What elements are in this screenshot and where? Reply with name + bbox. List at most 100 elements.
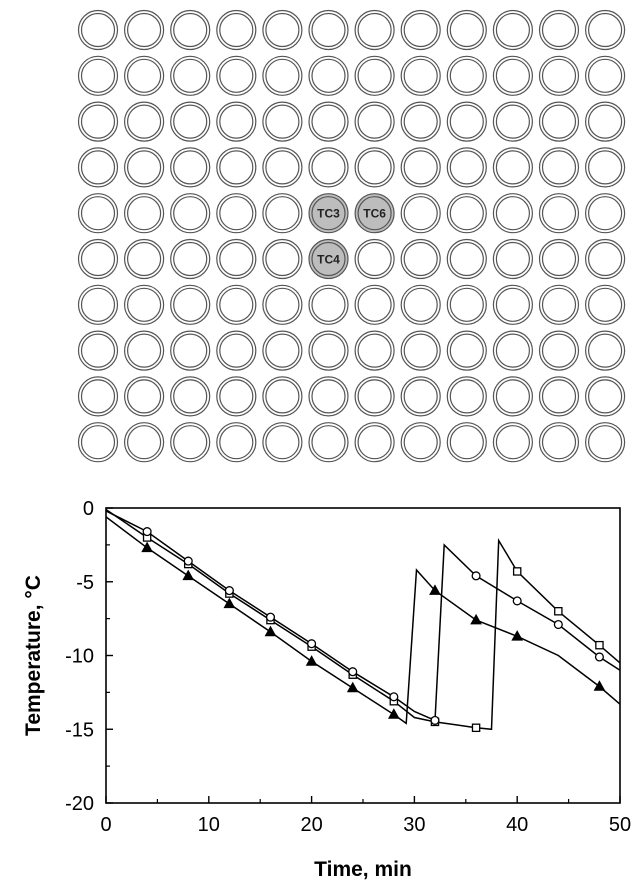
well-plate-diagram: TC3 TC6 TC4 [77, 9, 626, 463]
well-outer-ring [354, 238, 395, 280]
well-outer-ring [400, 422, 441, 463]
well-outer-ring [492, 284, 534, 325]
well [492, 330, 534, 371]
well [216, 422, 257, 463]
well [124, 101, 165, 142]
well-outer-ring [492, 55, 534, 96]
well [170, 376, 211, 417]
well-inner-ring [495, 333, 531, 368]
well [308, 147, 349, 188]
well-outer-ring [538, 422, 580, 463]
well-outer-ring [492, 376, 534, 417]
well-outer-ring [446, 9, 487, 51]
well-outer-ring [354, 9, 395, 51]
well-inner-ring [403, 58, 438, 93]
well-inner-ring [449, 333, 484, 368]
well-inner-ring [449, 104, 484, 139]
well-outer-ring [262, 284, 303, 325]
well-inner-ring [311, 104, 346, 139]
well [216, 284, 257, 325]
well [446, 238, 487, 280]
well-inner-ring [403, 104, 438, 139]
well-outer-ring [538, 9, 580, 51]
well [124, 330, 165, 371]
well-outer-ring [400, 193, 441, 234]
well-inner-ring [219, 379, 254, 414]
well [308, 101, 349, 142]
well [77, 422, 119, 463]
well-outer-ring [77, 193, 119, 234]
well-inner-ring [357, 12, 392, 48]
well-outer-ring [538, 238, 580, 280]
well-inner-ring [173, 12, 208, 48]
x-tick-label: 30 [403, 814, 425, 836]
well-inner-ring [587, 58, 623, 93]
well [354, 238, 395, 280]
well [354, 101, 395, 142]
well [584, 147, 626, 188]
data-point-triangle [305, 655, 318, 666]
well-inner-ring [311, 333, 346, 368]
well-inner-ring [541, 333, 577, 368]
well-outer-ring [262, 330, 303, 371]
well-outer-ring [170, 422, 211, 463]
well-outer-ring [538, 193, 580, 234]
well-outer-ring [354, 55, 395, 96]
well-inner-ring [449, 58, 484, 93]
well [262, 330, 303, 371]
well-inner-ring [127, 58, 162, 93]
well [400, 422, 441, 463]
well [492, 284, 534, 325]
well [446, 147, 487, 188]
well-inner-ring [127, 196, 162, 231]
data-point-square [554, 607, 563, 616]
data-point-triangle [429, 584, 441, 595]
well-inner-ring [173, 241, 208, 277]
well-inner-ring [449, 287, 484, 322]
plot-frame [105, 507, 621, 804]
well-inner-ring [265, 333, 300, 368]
well-outer-ring [584, 55, 626, 96]
well-inner-ring [173, 104, 208, 139]
series-layer [105, 508, 621, 733]
well-outer-ring [584, 193, 626, 234]
well [584, 330, 626, 371]
x-axis: 0 10 20 30 40 50 [100, 796, 631, 836]
well-outer-ring [584, 376, 626, 417]
thermocouple-well: TC3 [308, 193, 349, 234]
well [492, 101, 534, 142]
well-inner-ring [495, 150, 531, 185]
well-outer-ring [308, 330, 349, 371]
thermocouple-label: TC3 [317, 207, 340, 221]
well [446, 101, 487, 142]
well-inner-ring [173, 333, 208, 368]
well [170, 147, 211, 188]
well-inner-ring [495, 379, 531, 414]
well-outer-ring [77, 422, 119, 463]
data-point-circle [224, 586, 234, 596]
well-outer-ring [584, 238, 626, 280]
well [77, 147, 119, 188]
well-inner-ring [311, 287, 346, 322]
series-line [105, 510, 621, 722]
well [492, 55, 534, 96]
well-inner-ring [173, 196, 208, 231]
well-outer-ring [262, 376, 303, 417]
well-inner-ring [265, 379, 300, 414]
well-outer-ring [538, 376, 580, 417]
well-inner-ring [403, 241, 438, 277]
well [492, 422, 534, 463]
well-inner-ring [449, 196, 484, 231]
well-inner-ring [449, 150, 484, 185]
well-outer-ring [262, 193, 303, 234]
x-tick-label: 10 [198, 814, 220, 836]
well-inner-ring [311, 196, 346, 231]
y-tick-label: -5 [76, 572, 94, 594]
well-inner-ring [495, 425, 531, 460]
well [538, 422, 580, 463]
well-inner-ring [357, 287, 392, 322]
well-inner-ring [357, 379, 392, 414]
well-inner-ring [541, 150, 577, 185]
well [308, 284, 349, 325]
